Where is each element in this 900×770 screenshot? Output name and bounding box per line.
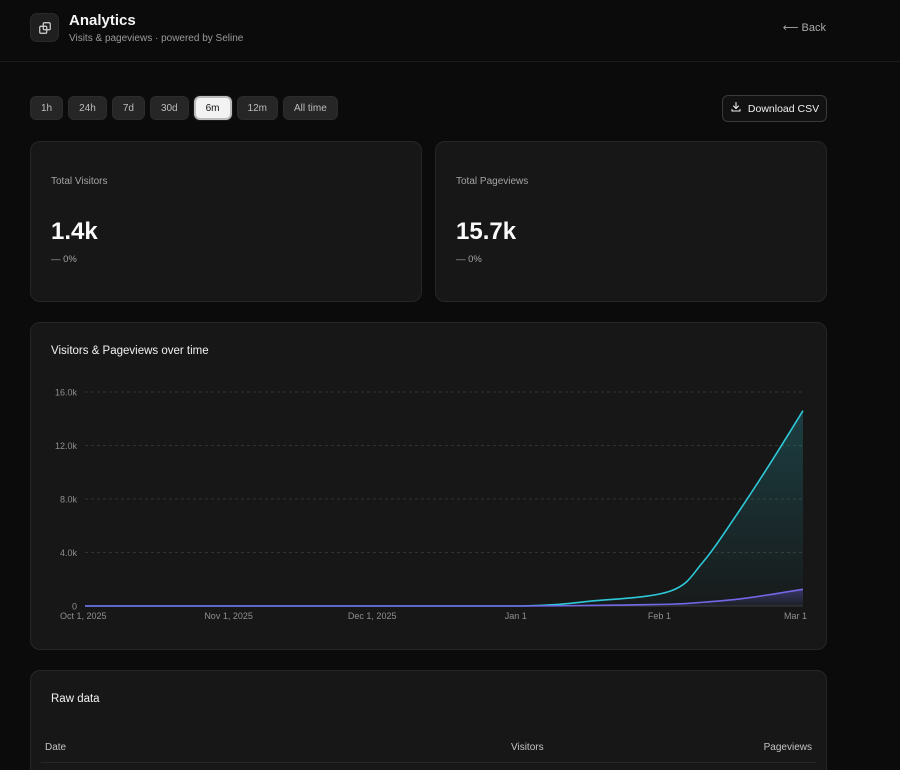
- time-range-selector: 1h 24h 7d 30d 6m 12m All time: [30, 96, 338, 120]
- app-header: Analytics Visits & pageviews · powered b…: [0, 0, 900, 62]
- total-visitors-change-value: 0%: [63, 254, 77, 265]
- column-header-pageviews[interactable]: Pageviews: [763, 742, 812, 753]
- x-tick-label: Nov 1, 2025: [204, 611, 253, 621]
- x-tick-label: Feb 1: [648, 611, 671, 621]
- back-label: Back: [801, 21, 826, 34]
- total-visitors-card: Total Visitors 1.4k — 0%: [30, 141, 422, 302]
- chart-card: Visitors & Pageviews over time 0 4.0k 8.0k…: [30, 322, 827, 650]
- range-button-6m[interactable]: 6m: [193, 96, 232, 120]
- y-tick-label: 0: [72, 602, 77, 612]
- raw-data-title: Raw data: [51, 693, 100, 705]
- column-header-visitors[interactable]: Visitors: [511, 742, 544, 753]
- x-tick-label: Oct 1, 2025: [60, 611, 107, 621]
- y-tick-label: 4.0k: [60, 548, 78, 558]
- back-link[interactable]: ⟵ Back: [782, 21, 826, 35]
- raw-data-card: Raw data Date Visitors Pageviews: [30, 670, 827, 770]
- total-pageviews-change-value: 0%: [468, 254, 482, 265]
- range-button-all-time[interactable]: All time: [282, 96, 338, 120]
- x-tick-label: Jan 1: [505, 611, 527, 621]
- series-area: [85, 589, 803, 606]
- arrow-left-icon: ⟵: [782, 22, 799, 34]
- total-pageviews-label: Total Pageviews: [456, 176, 529, 187]
- range-button-24h[interactable]: 24h: [68, 96, 107, 120]
- total-pageviews-card: Total Pageviews 15.7k — 0%: [435, 141, 827, 302]
- total-pageviews-value: 15.7k: [456, 218, 517, 245]
- visitors-pageviews-chart: 0 4.0k 8.0k 12.0k 16.0k Oct 1, 2025 Nov 1, 20…: [55, 388, 807, 622]
- neutral-change-icon: —: [456, 254, 466, 265]
- download-icon: [730, 101, 742, 116]
- link-icon: [30, 13, 59, 42]
- page-title: Analytics: [69, 12, 136, 29]
- download-csv-label: Download CSV: [747, 102, 820, 115]
- y-tick-label: 16.0k: [55, 388, 78, 398]
- total-visitors-label: Total Visitors: [51, 176, 108, 187]
- range-button-12m[interactable]: 12m: [236, 96, 278, 120]
- download-csv-button[interactable]: Download CSV: [722, 95, 827, 122]
- total-visitors-change: — 0%: [51, 254, 77, 265]
- y-tick-label: 8.0k: [60, 495, 78, 505]
- page-subtitle: Visits & pageviews · powered by Seline: [69, 33, 244, 44]
- series-area: [85, 410, 803, 606]
- x-tick-label: Mar 1: [784, 611, 807, 621]
- y-tick-label: 12.0k: [55, 441, 78, 451]
- range-button-7d[interactable]: 7d: [111, 96, 145, 120]
- chart-title: Visitors & Pageviews over time: [51, 345, 209, 357]
- neutral-change-icon: —: [51, 254, 61, 265]
- total-pageviews-change: — 0%: [456, 254, 482, 265]
- x-tick-label: Dec 1, 2025: [348, 611, 397, 621]
- range-button-1h[interactable]: 1h: [30, 96, 64, 120]
- total-visitors-value: 1.4k: [51, 218, 98, 245]
- table-header-divider: [41, 762, 816, 763]
- column-header-date[interactable]: Date: [45, 742, 67, 753]
- range-button-30d[interactable]: 30d: [149, 96, 189, 120]
- series-line: [84, 588, 804, 607]
